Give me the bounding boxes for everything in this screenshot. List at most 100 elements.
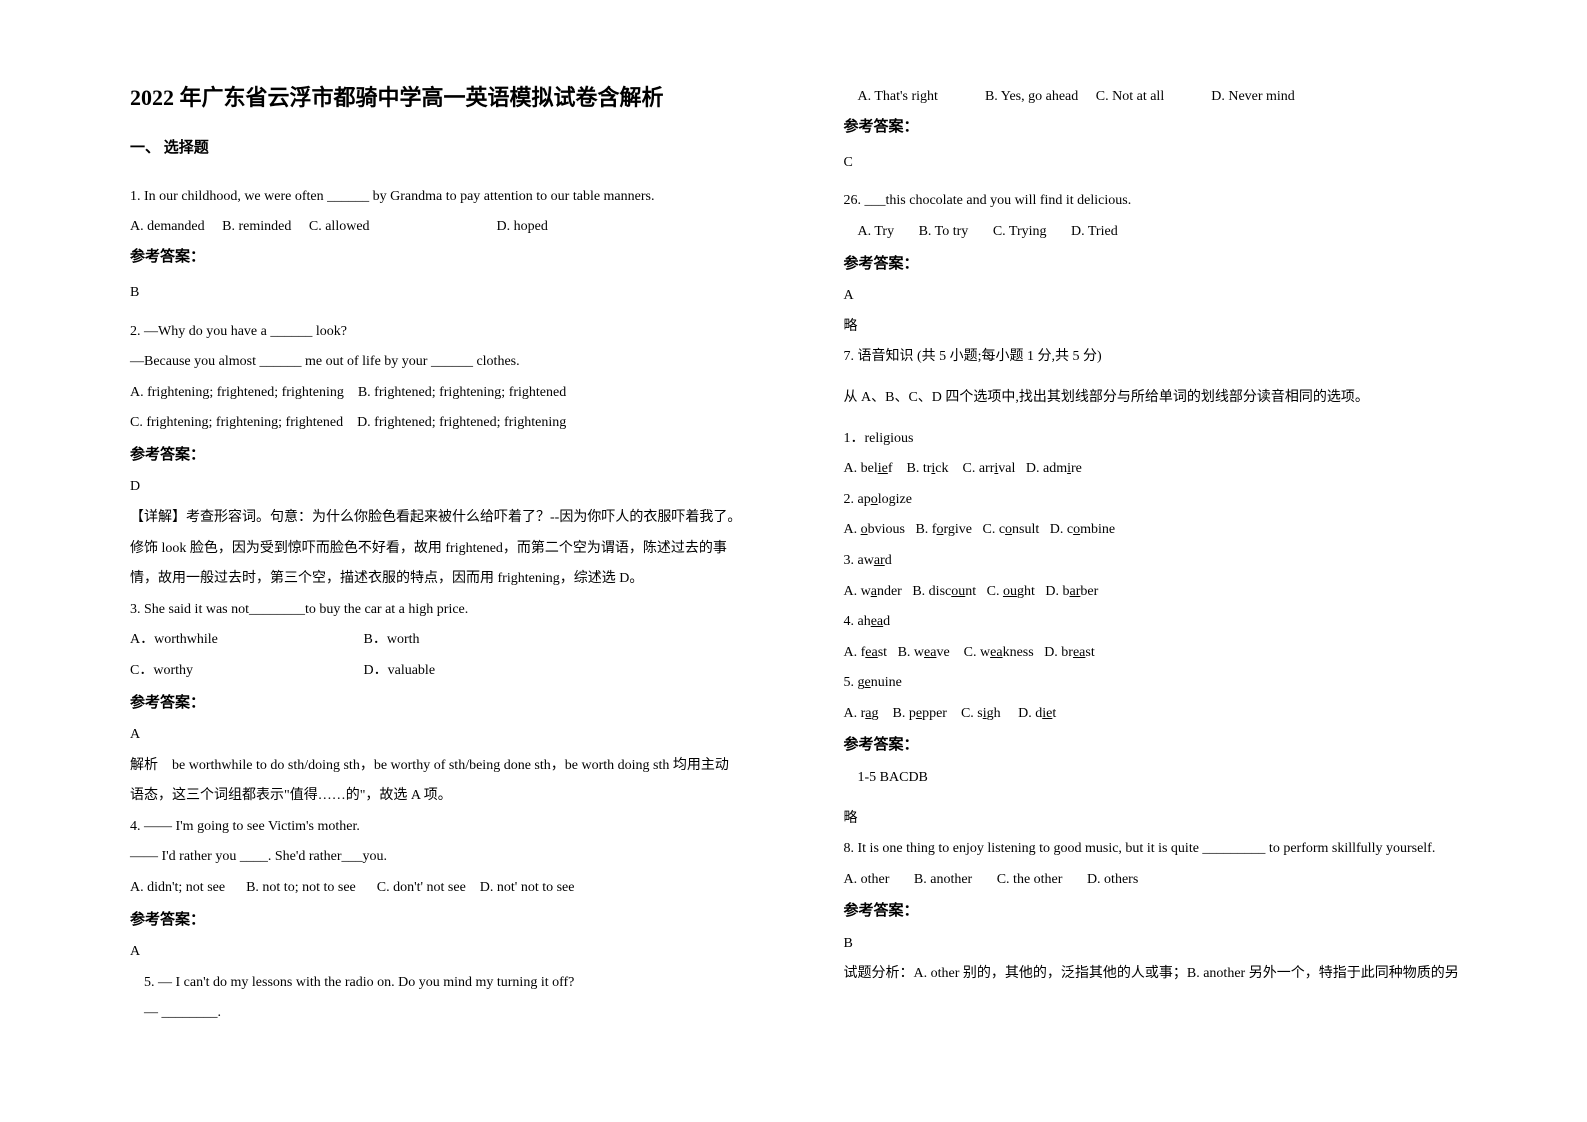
q3-exp2: 语态，这三个词组都表示"值得……的"，故选 A 项。 (130, 783, 784, 810)
q4-opt-a: A. didn't; not see (130, 880, 225, 895)
q1-opt-a: A. demanded (130, 219, 205, 234)
q2-exp2: 修饰 look 脸色，因为受到惊吓而脸色不好看，故用 frightened，而第… (130, 536, 784, 563)
q4-opt-d: D. not' not to see (480, 880, 575, 895)
q7-s5-a-post: g (872, 706, 879, 721)
q6-opt-b: B. To try (919, 224, 969, 239)
q5-answer: C (844, 151, 1498, 175)
q2-opts-ab: A. frightening; frightened; frightening … (130, 380, 784, 407)
q7-s4-b-pre: B. w (898, 645, 924, 660)
q7-sub4-word: 4. ahead (844, 609, 1498, 636)
q2-answer: D (130, 474, 784, 501)
q5-opt-b: B. Yes, go ahead (985, 89, 1078, 104)
q7-s1-d-pre: D. adm (1026, 461, 1067, 476)
q7-sub4-opts: A. feast B. weave C. weakness D. breast (844, 640, 1498, 667)
q7-s2-d-pre: D. c (1050, 522, 1073, 537)
q6-options: A. Try B. To try C. Trying D. Tried (844, 219, 1498, 246)
q1-answer: B (130, 281, 784, 305)
q7-s2-c-post: nsult (1012, 522, 1039, 537)
q8-answer: B (844, 931, 1498, 958)
q1-stem: 1. In our childhood, we were often _____… (130, 184, 784, 211)
q7-s4-d-post: st (1085, 645, 1094, 660)
q6-opt-c: C. Trying (993, 224, 1047, 239)
q7-s4-b-u: ea (924, 645, 936, 660)
q6-answer: A (844, 283, 1498, 310)
q7-s1-b-post: ck (935, 461, 948, 476)
q7-s4-word-pre: 4. ah (844, 614, 871, 629)
q7-s3-c-u: ou (1003, 584, 1017, 599)
q7-s3-d-post: ber (1080, 584, 1098, 599)
q3-answer: A (130, 722, 784, 749)
q7-sub2-opts: A. obvious B. forgive C. consult D. comb… (844, 517, 1498, 544)
q7-s2-a-u: o (861, 522, 868, 537)
q7-answer: 1-5 BACDB (844, 765, 1498, 792)
q4-line1: 4. —— I'm going to see Victim's mother. (130, 814, 784, 841)
q1-opt-c: C. allowed (309, 219, 370, 234)
q7-s3-word-pre: 3. aw (844, 553, 874, 568)
q5-answer-label: 参考答案： (844, 115, 1498, 141)
page: 2022 年广东省云浮市都骑中学高一英语模拟试卷含解析 一、 选择题 1. In… (0, 0, 1587, 1122)
q7-s2-word-u: o (871, 492, 878, 507)
q7-s5-d-post: t (1052, 706, 1056, 721)
q2-opt-a: A. frightening; frightened; frightening (130, 385, 344, 400)
q7-s2-a-pre: A. (844, 522, 861, 537)
q7-s3-b-u: ou (951, 584, 965, 599)
q7-sub3-word: 3. award (844, 548, 1498, 575)
q7-s4-a-post: st (878, 645, 887, 660)
q7-s2-word-post: logize (878, 492, 912, 507)
q7-s5-d-u: ie (1042, 706, 1052, 721)
q7-s5-a-pre: A. r (844, 706, 866, 721)
q7-s2-word-pre: 2. ap (844, 492, 871, 507)
q5-opt-c: C. Not at all (1096, 89, 1164, 104)
q7-sub1-opts: A. belief B. trick C. arrival D. admire (844, 456, 1498, 483)
q5-options: A. That's right B. Yes, go ahead C. Not … (844, 84, 1498, 109)
q7-s5-b-pre: B. p (893, 706, 916, 721)
q6-opt-d: D. Tried (1071, 224, 1118, 239)
q5-line2: — ________. (130, 1000, 784, 1027)
q5-line1: 5. — I can't do my lessons with the radi… (130, 970, 784, 997)
q7-header: 7. 语音知识 (共 5 小题;每小题 1 分,共 5 分) (844, 344, 1498, 371)
q8-stem: 8. It is one thing to enjoy listening to… (844, 836, 1498, 863)
q4-opt-c: C. don't' not see (377, 880, 466, 895)
right-column: A. That's right B. Yes, go ahead C. Not … (814, 80, 1528, 1082)
q2-opt-b: B. frightened; frightening; frightened (358, 385, 566, 400)
q6-stem: 26. ___this chocolate and you will find … (844, 188, 1498, 215)
q7-s2-d-post: mbine (1080, 522, 1115, 537)
q7-s2-c-pre: C. c (982, 522, 1005, 537)
q3-opt-d: D．valuable (364, 663, 436, 678)
q7-s3-a-pre: A. w (844, 584, 871, 599)
q8-opt-d: D. others (1087, 872, 1138, 887)
q7-s4-c-u: ea (990, 645, 1002, 660)
q2-answer-label: 参考答案： (130, 443, 784, 469)
q7-s1-c-pre: C. arr (963, 461, 995, 476)
q7-s1-b-pre: B. tr (907, 461, 932, 476)
q3-stem: 3. She said it was not________to buy the… (130, 597, 784, 624)
q3-opts-cd: C．worthy D．valuable (130, 658, 784, 685)
q7-sub1-word: 1．religious (844, 426, 1498, 453)
q7-s5-word-post: nuine (871, 675, 902, 690)
q3-opt-a: A．worthwhile (130, 627, 360, 654)
q3-opt-c: C．worthy (130, 658, 360, 685)
q2-exp3: 情，故用一般过去时，第三个空，描述衣服的特点，因而用 frightening，综… (130, 566, 784, 593)
q2-line2: —Because you almost ______ me out of lif… (130, 349, 784, 376)
q7-sub3-opts: A. wander B. discount C. ought D. barber (844, 579, 1498, 606)
q7-s3-word-u: ar (874, 553, 885, 568)
q4-line2: —— I'd rather you ____. She'd rather___y… (130, 844, 784, 871)
q7-s1-a-u: ie (878, 461, 888, 476)
q3-opt-b: B．worth (364, 632, 420, 647)
q6-exp: 略 (844, 314, 1498, 341)
q7-s5-word-pre: 5. g (844, 675, 865, 690)
q8-exp: 试题分析：A. other 别的，其他的，泛指其他的人或事；B. another… (844, 961, 1498, 988)
q1-options: A. demanded B. reminded C. allowed D. ho… (130, 214, 784, 239)
q3-opts-ab: A．worthwhile B．worth (130, 627, 784, 654)
q1-opt-d: D. hoped (497, 219, 548, 234)
q6-answer-label: 参考答案： (844, 252, 1498, 278)
q8-opt-c: C. the other (997, 872, 1063, 887)
document-title: 2022 年广东省云浮市都骑中学高一英语模拟试卷含解析 (130, 80, 784, 112)
q7-s4-a-u: ea (865, 645, 877, 660)
q7-answer-label: 参考答案： (844, 733, 1498, 759)
q7-s4-a-pre: A. f (844, 645, 866, 660)
q1-answer-label: 参考答案： (130, 245, 784, 271)
q7-sub2-word: 2. apologize (844, 487, 1498, 514)
q7-s1-c-post: val (998, 461, 1015, 476)
q4-answer-label: 参考答案： (130, 908, 784, 934)
